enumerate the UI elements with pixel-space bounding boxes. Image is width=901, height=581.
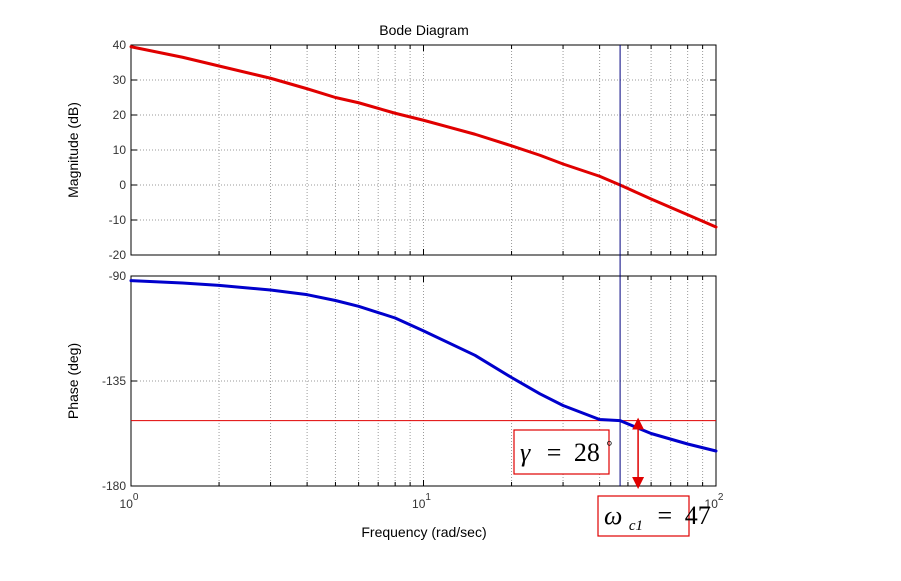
phase-grid xyxy=(131,276,716,486)
magnitude-y-tick-label: -10 xyxy=(109,213,127,227)
gamma-annotation: γ = 28 ° xyxy=(513,429,612,475)
chart-title: Bode Diagram xyxy=(379,22,469,38)
magnitude-y-axis-label: Magnitude (dB) xyxy=(65,102,81,198)
x-tick-label: 102 xyxy=(705,492,724,511)
magnitude-y-tick-label: 40 xyxy=(113,38,127,52)
phase-y-tick-label: -180 xyxy=(102,479,126,493)
omega-annotation: ω c1 = 47 xyxy=(597,495,711,537)
phase-series-line xyxy=(129,279,718,453)
gamma-value: 28 xyxy=(574,438,600,467)
magnitude-y-tick-label: 30 xyxy=(113,73,127,87)
magnitude-y-tick-label: 20 xyxy=(113,108,127,122)
phase-y-tick-label: -135 xyxy=(102,374,126,388)
gamma-equals: = xyxy=(547,438,562,467)
magnitude-grid xyxy=(131,45,716,255)
phase-panel: -90 -135 -180 Phase (deg) xyxy=(65,45,718,493)
omega-equals: = xyxy=(658,501,673,530)
phase-y-tick-labels: -90 -135 -180 xyxy=(102,269,126,493)
gamma-degree: ° xyxy=(606,439,612,455)
magnitude-series-line xyxy=(129,45,718,229)
magnitude-y-tick-label: 0 xyxy=(119,178,126,192)
omega-symbol: ω xyxy=(604,501,622,530)
gamma-annotation-box xyxy=(513,429,610,475)
x-axis-label: Frequency (rad/sec) xyxy=(361,524,486,540)
gamma-annotation-text: γ = 28 ° xyxy=(520,438,612,467)
magnitude-y-tick-label: 10 xyxy=(113,143,127,157)
omega-value: 47 xyxy=(685,501,711,530)
omega-subscript: c1 xyxy=(629,518,643,534)
omega-annotation-box xyxy=(597,495,690,537)
x-tick-labels: 100 101 102 xyxy=(120,492,724,511)
phase-y-axis-label: Phase (deg) xyxy=(65,343,81,419)
gamma-symbol: γ xyxy=(520,438,531,467)
magnitude-y-tick-label: -20 xyxy=(109,248,127,262)
phase-ticks xyxy=(130,275,716,487)
magnitude-y-tick-labels: 40 30 20 10 0 -10 -20 xyxy=(109,38,127,262)
x-tick-label: 100 xyxy=(120,492,139,511)
x-tick-label: 101 xyxy=(412,492,431,511)
magnitude-panel: 40 30 20 10 0 -10 -20 Magnitude (dB) xyxy=(65,38,718,262)
phase-y-tick-label: -90 xyxy=(109,269,127,283)
omega-annotation-text: ω c1 = 47 xyxy=(604,501,711,536)
